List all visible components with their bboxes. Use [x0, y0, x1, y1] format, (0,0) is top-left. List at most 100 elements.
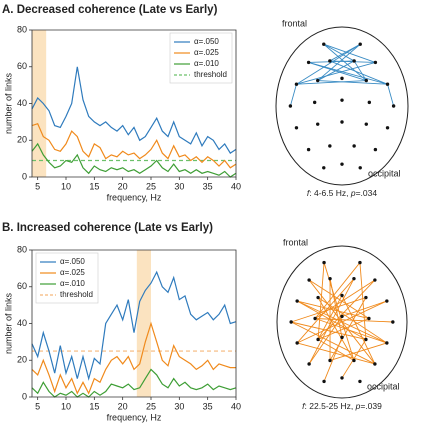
electrode [322, 379, 326, 384]
connection [329, 342, 387, 361]
electrode [340, 120, 344, 124]
y-tick-label: 0 [22, 171, 27, 181]
electrode [373, 362, 377, 366]
electrode [316, 295, 320, 300]
connection [359, 262, 367, 340]
caption-part: p [355, 401, 361, 411]
connection [323, 43, 355, 62]
electrode [294, 82, 299, 86]
connection [317, 279, 376, 340]
connection [297, 300, 370, 319]
electrode [328, 276, 332, 281]
connection [353, 60, 367, 81]
y-tick-label: 80 [17, 244, 27, 254]
electrode [328, 144, 332, 148]
head-outline [276, 245, 408, 399]
electrode [364, 295, 368, 300]
series-line [31, 270, 237, 381]
connection [314, 262, 361, 319]
occipital-label: occipital [368, 168, 401, 178]
caption-part: =.039 [360, 401, 382, 411]
connection [291, 297, 367, 323]
electrode [364, 337, 368, 342]
x-tick-label: 5 [35, 401, 40, 411]
x-axis-label: frequency, Hz [107, 412, 162, 422]
connection [308, 61, 388, 85]
connection [291, 321, 367, 340]
electrode [358, 260, 362, 265]
electrode [373, 60, 378, 65]
x-tick-label: 35 [203, 401, 213, 411]
connection [315, 318, 393, 323]
connection [317, 262, 325, 340]
electrode [316, 337, 320, 342]
electrode [385, 299, 389, 303]
connection [297, 342, 376, 365]
x-tick-label: 35 [203, 181, 213, 191]
y-axis-label: number of links [3, 292, 13, 354]
x-axis-label: frequency, Hz [107, 192, 162, 202]
connection [317, 318, 370, 340]
y-tick-label: 80 [17, 24, 27, 34]
connection [308, 279, 370, 319]
chart-title: A. Decreased coherence (Late vs Early) [2, 4, 218, 16]
y-tick-label: 40 [17, 318, 27, 328]
electrode [385, 341, 389, 345]
electrode [340, 98, 344, 102]
x-tick-label: 15 [89, 401, 99, 411]
electrode [307, 362, 311, 366]
connection [317, 80, 388, 85]
connection [387, 84, 395, 107]
legend-label: α=.025 [60, 268, 85, 277]
x-tick-label: 20 [118, 181, 128, 191]
x-tick-label: 5 [35, 181, 40, 191]
electrode [385, 126, 390, 130]
legend-label: α=.050 [194, 37, 219, 46]
caption-part: : 4-6.5 Hz, [309, 188, 351, 198]
electrode [364, 122, 368, 126]
frontal-label: frontal [282, 18, 307, 28]
connection [317, 295, 343, 340]
chart-title: B. Increased coherence (Late vs Early) [2, 222, 213, 234]
y-tick-label: 20 [17, 355, 27, 365]
series-line [31, 142, 237, 178]
head-outline [275, 26, 409, 186]
caption: f: 22.5-25 Hz, p=.039 [302, 401, 382, 411]
connection [329, 60, 388, 85]
x-tick-label: 10 [61, 181, 71, 191]
electrode [340, 293, 344, 298]
connection [317, 43, 361, 81]
connection [296, 300, 388, 344]
caption-part: f [302, 401, 306, 411]
connection [308, 316, 343, 365]
electrode [352, 276, 356, 281]
series-line [31, 368, 237, 398]
caption: f: 4-6.5 Hz, p=.034 [307, 188, 377, 198]
electrode [352, 358, 356, 363]
legend-label: α=.050 [60, 257, 85, 266]
x-tick-label: 25 [146, 401, 156, 411]
legend-label: α=.010 [194, 59, 219, 68]
electrode [295, 299, 299, 303]
series-line [31, 66, 237, 154]
electrode [373, 147, 378, 152]
electrode [340, 335, 344, 340]
highlight-band [32, 30, 47, 177]
electrode [294, 126, 299, 130]
electrode [316, 78, 320, 83]
electrode [313, 316, 317, 321]
electrode [358, 379, 362, 384]
electrode [289, 320, 293, 324]
highlight-band [136, 250, 151, 397]
x-tick-label: 20 [118, 401, 128, 411]
connection [296, 80, 367, 85]
caption-part: f [307, 188, 311, 198]
y-tick-label: 20 [17, 135, 27, 145]
caption-part: =.034 [356, 188, 378, 198]
connection [341, 300, 387, 317]
legend-label: threshold [194, 70, 227, 79]
frontal-label: frontal [283, 237, 308, 247]
electrode [306, 60, 311, 65]
series-line [31, 122, 237, 169]
